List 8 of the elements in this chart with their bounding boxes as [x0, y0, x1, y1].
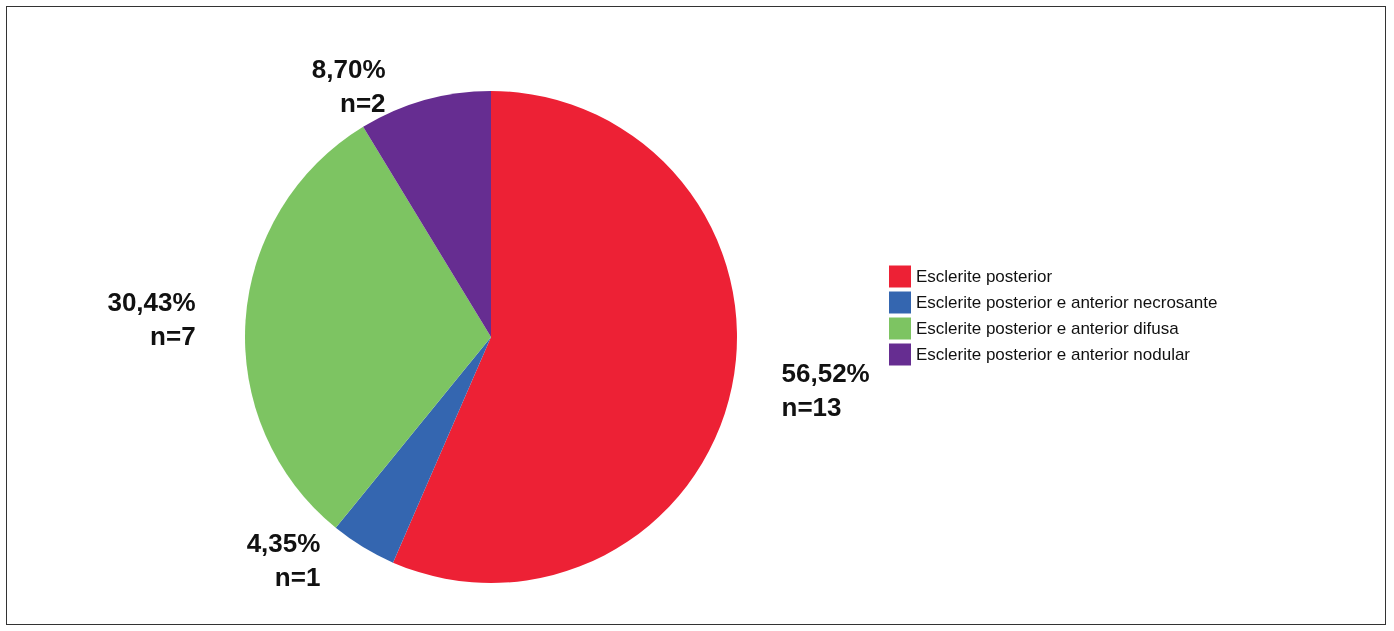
- legend-label: Esclerite posterior e anterior necrosante: [916, 293, 1218, 312]
- data-label: 56,52% n=13: [781, 358, 870, 423]
- legend-label: Esclerite posterior: [916, 267, 1053, 286]
- legend-label: Esclerite posterior e anterior difusa: [916, 319, 1180, 338]
- data-label: 8,70% n=2: [311, 53, 386, 118]
- legend-label: Esclerite posterior e anterior nodular: [916, 345, 1191, 364]
- data-label: 4,35% n=1: [246, 528, 321, 593]
- data-label: 30,43% n=7: [107, 287, 196, 352]
